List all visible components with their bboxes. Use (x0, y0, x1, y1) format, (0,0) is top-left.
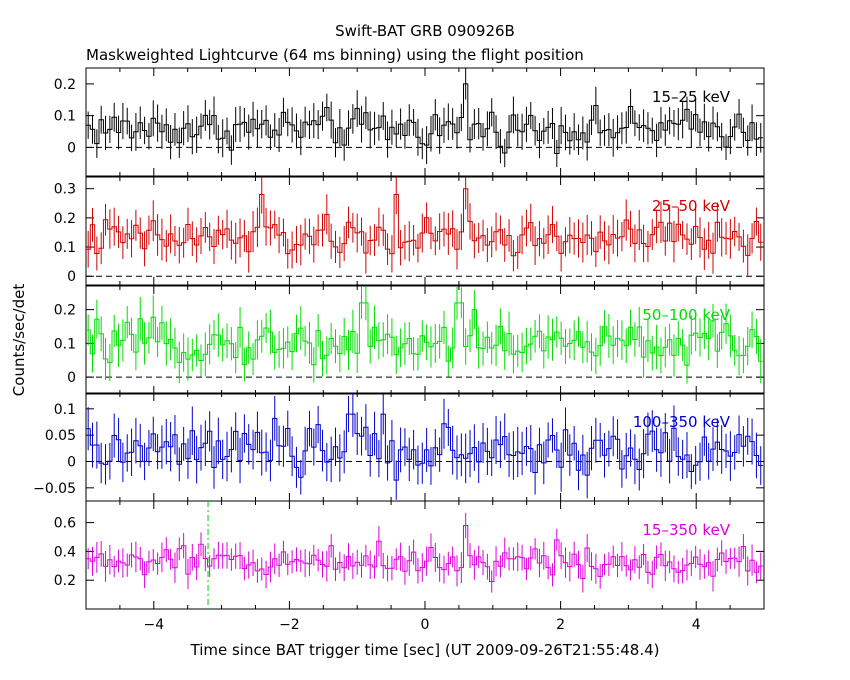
series-step-line (86, 302, 763, 366)
band-label: 25–50 keV (652, 197, 731, 215)
panel-3: 0 0.1 0.2 50–100 keV (54, 285, 765, 395)
y-tick-label: −0.05 (33, 481, 76, 497)
x-tick-label: −2 (279, 617, 300, 633)
y-tick-label: 0.05 (45, 428, 76, 444)
series-step-line (86, 188, 763, 257)
x-tick-label: −4 (143, 617, 164, 633)
band-label: 50–100 keV (642, 306, 730, 324)
band-label: 15–350 keV (642, 521, 730, 539)
chart-subtitle: Maskweighted Lightcurve (64 ms binning) … (86, 46, 584, 64)
y-tick-label: 0 (67, 140, 76, 156)
chart-title: Swift-BAT GRB 090926B (335, 22, 515, 40)
series-step-line (86, 525, 763, 582)
panel-2: 0 0.1 0.2 0.3 25–50 keV (54, 176, 765, 286)
y-tick-label: 0.2 (54, 77, 76, 93)
y-tick-label: 0.1 (54, 402, 76, 418)
panel-4: −0.05 0 0.05 0.1 100–350 keV (33, 392, 765, 502)
y-tick-label: 0.3 (54, 182, 76, 198)
y-tick-label: 0.1 (54, 109, 76, 125)
y-tick-label: 0.2 (54, 573, 76, 589)
x-tick-label: 4 (692, 617, 701, 633)
x-tick-label: 2 (556, 617, 565, 633)
y-axis-label: Counts/sec/det (10, 284, 28, 397)
y-tick-label: 0 (67, 269, 76, 285)
x-axis-label: Time since BAT trigger time [sec] (UT 20… (190, 641, 660, 659)
y-tick-label: 0.2 (54, 303, 76, 319)
y-tick-label: 0.1 (54, 240, 76, 256)
y-tick-label: 0.6 (54, 516, 76, 532)
series-step-line (86, 83, 763, 154)
panel-5: 0.2 0.4 0.6 15–350 keV −4 −2 0 2 4 (54, 500, 765, 633)
panel-1: 0 0.1 0.2 15–25 keV (54, 67, 765, 177)
series-step-line (86, 413, 763, 481)
y-tick-label: 0.2 (54, 211, 76, 227)
y-tick-label: 0 (67, 454, 76, 470)
y-tick-label: 0.4 (54, 544, 76, 560)
x-tick-label: 0 (421, 617, 430, 633)
y-tick-label: 0.1 (54, 336, 76, 352)
band-label: 100–350 keV (633, 413, 731, 431)
y-tick-label: 0 (67, 370, 76, 386)
band-label: 15–25 keV (652, 88, 731, 106)
